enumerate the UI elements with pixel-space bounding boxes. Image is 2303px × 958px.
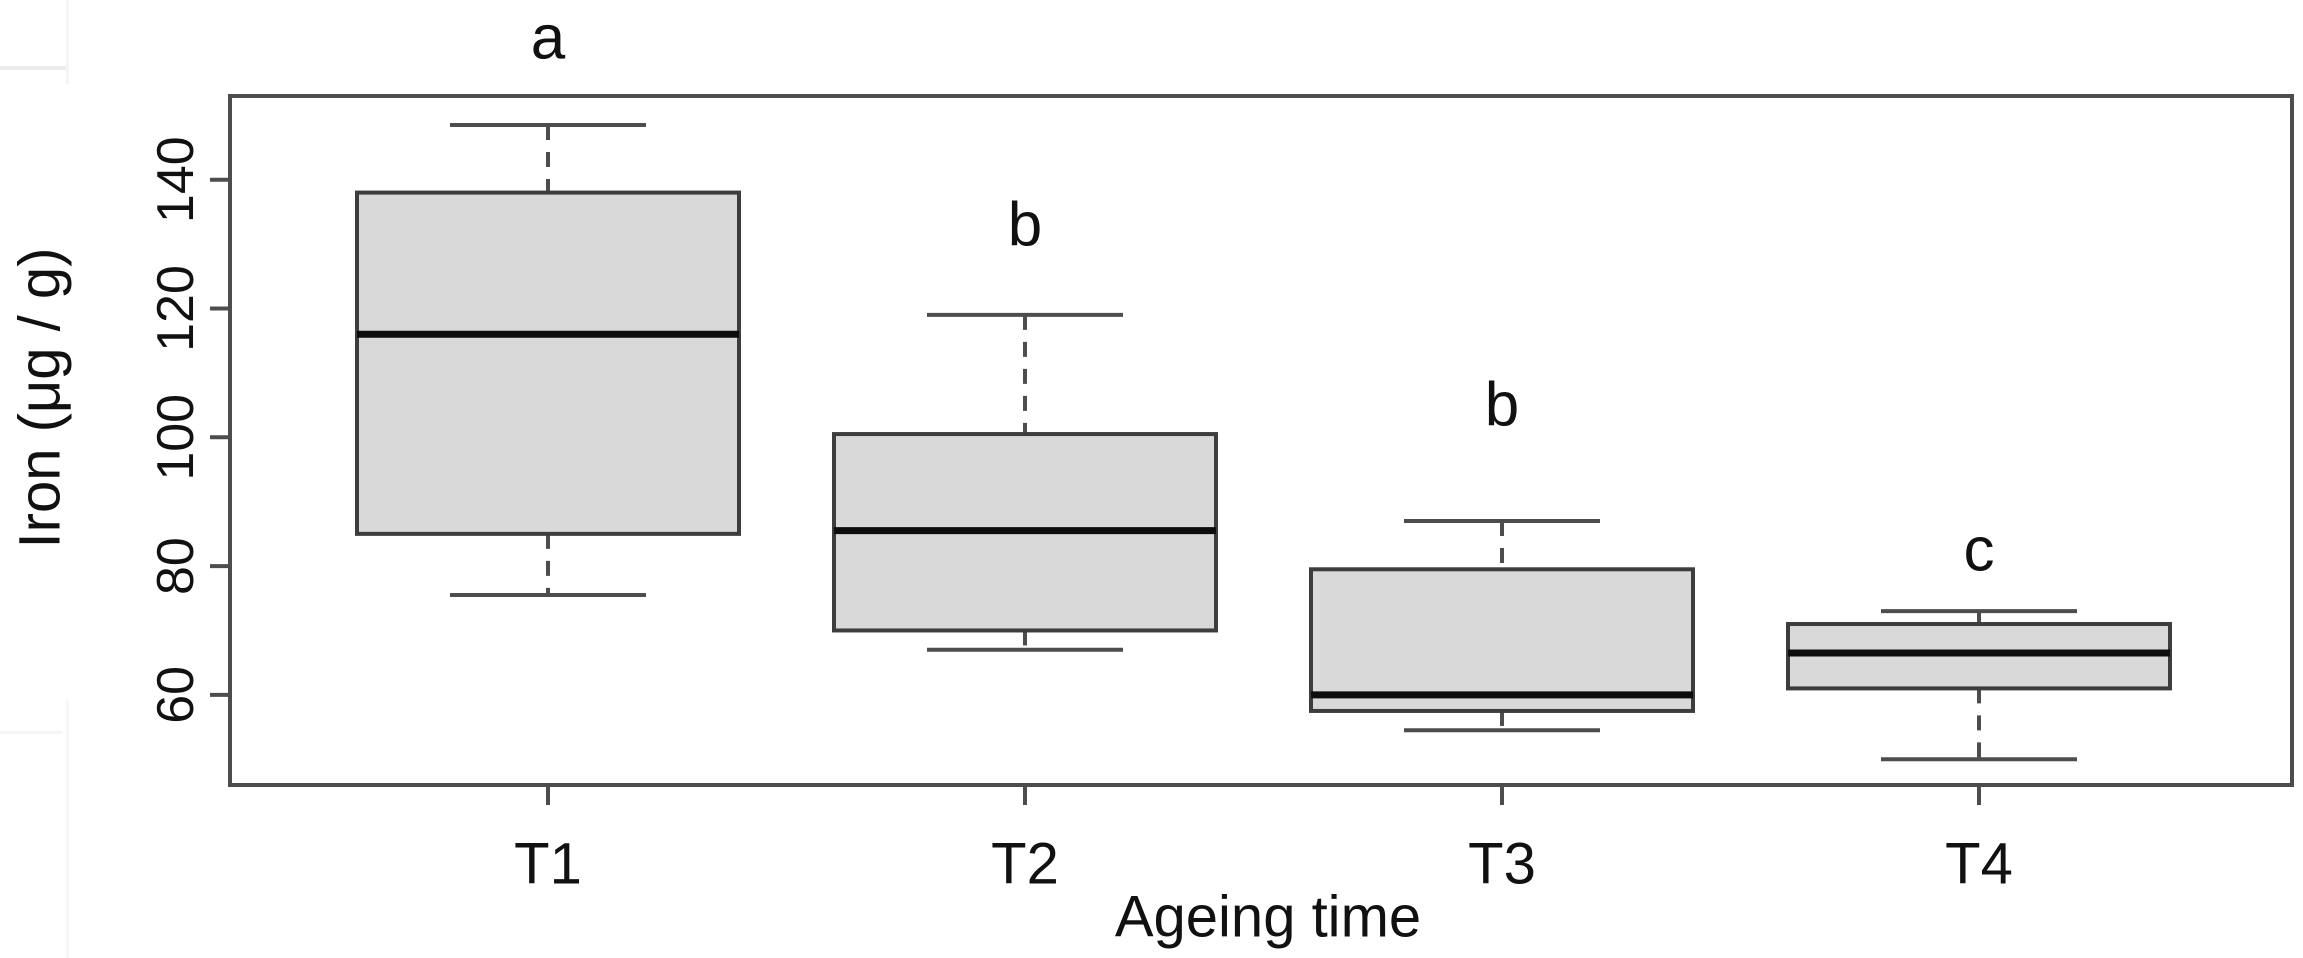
y-tick-label-120: 120 bbox=[147, 265, 205, 352]
y-tick-label-80: 80 bbox=[147, 537, 205, 595]
sig-letter-T4: c bbox=[1964, 515, 1995, 584]
y-tick-label-100: 100 bbox=[147, 394, 205, 481]
sig-letter-T2: b bbox=[1008, 190, 1042, 259]
sig-letter-T1: a bbox=[531, 4, 566, 73]
y-axis-title: Iron (μg / g) bbox=[7, 247, 73, 549]
iqr-box-T1 bbox=[355, 190, 741, 536]
sig-letter-T3: b bbox=[1485, 371, 1519, 440]
x-tick-label-T1: T1 bbox=[514, 832, 582, 897]
x-tick-label-T2: T2 bbox=[991, 832, 1059, 897]
y-tick-label-140: 140 bbox=[147, 136, 205, 223]
y-tick-label-60: 60 bbox=[147, 666, 205, 724]
x-tick-label-T4: T4 bbox=[1945, 832, 2013, 897]
plot-frame bbox=[228, 94, 2294, 787]
x-tick-label-T3: T3 bbox=[1468, 832, 1536, 897]
iqr-box-T3 bbox=[1309, 567, 1695, 713]
x-axis-title: Ageing time bbox=[1114, 884, 1422, 950]
